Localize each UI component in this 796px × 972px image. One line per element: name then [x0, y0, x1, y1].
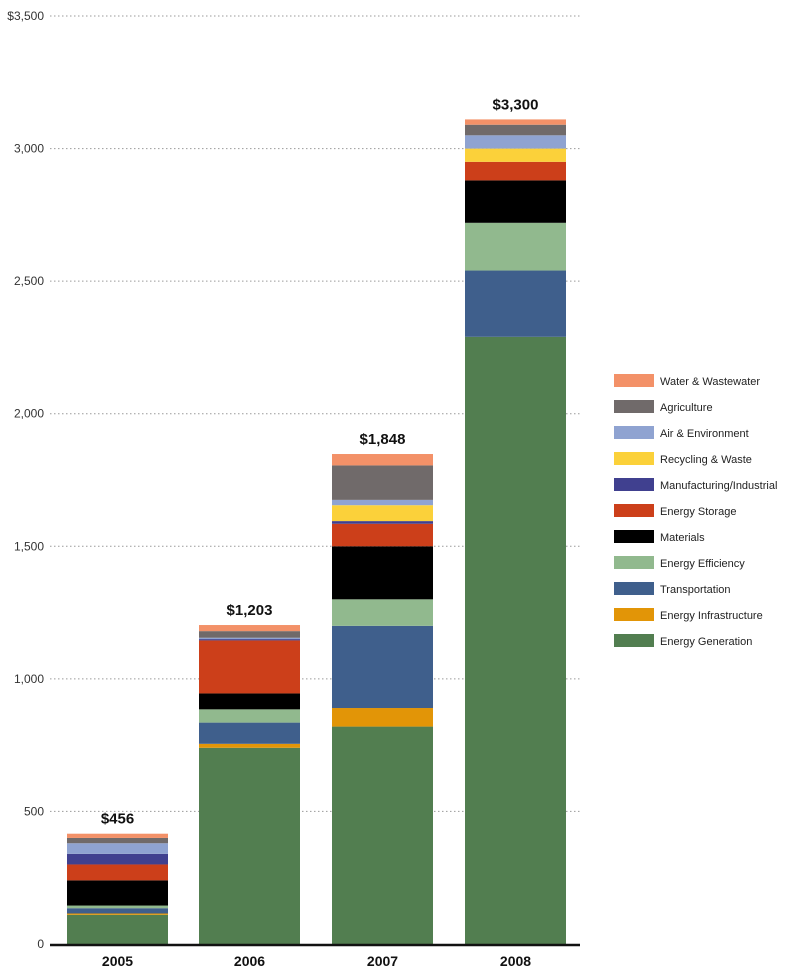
- bar-total-label: $1,203: [227, 602, 273, 619]
- bar-segment: [332, 546, 433, 600]
- bar-segment: [67, 837, 168, 844]
- grid-lines: [50, 15, 580, 812]
- y-tick-label: 0: [37, 937, 44, 951]
- legend-label: Air & Environment: [660, 428, 749, 440]
- legend-swatch: [614, 478, 654, 491]
- bar-totals: $456 $1,203 $1,848 $3,300: [101, 96, 539, 827]
- bar-segment: [465, 119, 566, 125]
- bar-segment: [332, 499, 433, 506]
- legend-label: Agriculture: [660, 402, 713, 414]
- legend-swatch: [614, 504, 654, 517]
- legend-item: Materials: [614, 530, 705, 544]
- bar-segment: [465, 148, 566, 162]
- bar-segment: [67, 880, 168, 906]
- bar-segment: [199, 625, 300, 632]
- x-tick-label: 2007: [367, 953, 398, 969]
- bar-segment: [199, 637, 300, 640]
- bar-segment: [67, 843, 168, 854]
- legend-label: Energy Infrastructure: [660, 610, 763, 622]
- bars: [67, 119, 566, 944]
- bar-segment: [465, 180, 566, 223]
- y-tick-label: 1,000: [14, 672, 44, 686]
- legend-swatch: [614, 556, 654, 569]
- bar-segment: [67, 914, 168, 944]
- bar-segment: [199, 631, 300, 638]
- bar-segment: [332, 599, 433, 626]
- bar-segment: [199, 709, 300, 723]
- x-axis: 2005 2006 2007 2008: [50, 943, 580, 969]
- legend-swatch: [614, 530, 654, 543]
- legend-item: Manufacturing/Industrial: [614, 478, 777, 492]
- bar-segment: [67, 853, 168, 865]
- legend-label: Transportation: [660, 584, 731, 596]
- y-tick-label: 1,500: [14, 539, 44, 553]
- legend-swatch: [614, 374, 654, 387]
- bar-segment: [332, 505, 433, 522]
- bar-segment: [465, 270, 566, 337]
- y-tick-label: 500: [24, 804, 44, 818]
- bar-total-label: $1,848: [360, 431, 406, 448]
- bar-segment: [332, 708, 433, 727]
- bar-segment: [465, 135, 566, 149]
- legend-swatch: [614, 426, 654, 439]
- y-tick-label: 3,000: [14, 142, 44, 156]
- x-tick-label: 2005: [102, 953, 133, 969]
- bar-segment: [465, 124, 566, 136]
- x-tick-label: 2006: [234, 953, 265, 969]
- bar-segment: [67, 905, 168, 909]
- y-axis: 0 500 1,000 1,500 2,000 2,500 3,000 $3,500: [7, 9, 44, 951]
- legend: Water & Wastewater Agriculture Air & Envir…: [614, 374, 777, 648]
- bar-total-label: $456: [101, 811, 134, 828]
- legend-item: Recycling & Waste: [614, 452, 752, 466]
- legend-label: Recycling & Waste: [660, 454, 752, 466]
- bar-segment: [332, 454, 433, 466]
- bar-segment: [199, 722, 300, 744]
- x-tick-label: 2008: [500, 953, 531, 969]
- legend-item: Energy Storage: [614, 504, 736, 518]
- bar-segment: [332, 523, 433, 547]
- legend-swatch: [614, 634, 654, 647]
- legend-item: Energy Generation: [614, 634, 752, 648]
- bar-segment: [332, 726, 433, 944]
- bar-segment: [199, 743, 300, 748]
- bar-total-label: $3,300: [493, 96, 539, 113]
- legend-item: Agriculture: [614, 400, 713, 414]
- bar-segment: [332, 521, 433, 524]
- bar-segment: [332, 465, 433, 500]
- legend-label: Manufacturing/Industrial: [660, 480, 777, 492]
- legend-swatch: [614, 608, 654, 621]
- bar-segment: [67, 833, 168, 838]
- bar-segment: [67, 908, 168, 914]
- legend-item: Energy Infrastructure: [614, 608, 763, 622]
- y-tick-label: 2,000: [14, 407, 44, 421]
- y-tick-label: 2,500: [14, 274, 44, 288]
- y-tick-label: $3,500: [7, 9, 44, 23]
- bar-segment: [199, 747, 300, 944]
- legend-item: Air & Environment: [614, 426, 749, 440]
- bar-segment: [199, 693, 300, 710]
- bar-segment: [465, 161, 566, 181]
- legend-item: Transportation: [614, 582, 731, 596]
- legend-item: Water & Wastewater: [614, 374, 760, 388]
- legend-label: Energy Generation: [660, 636, 752, 648]
- bar-segment: [199, 639, 300, 641]
- legend-label: Materials: [660, 532, 705, 544]
- legend-label: Energy Storage: [660, 506, 736, 518]
- bar-segment: [67, 864, 168, 881]
- bar-segment: [199, 640, 300, 694]
- legend-label: Water & Wastewater: [660, 376, 760, 388]
- bar-segment: [67, 913, 168, 915]
- legend-swatch: [614, 452, 654, 465]
- bar-segment: [332, 625, 433, 709]
- legend-swatch: [614, 582, 654, 595]
- legend-label: Energy Efficiency: [660, 558, 745, 570]
- bar-segment: [465, 222, 566, 271]
- bar-segment: [465, 336, 566, 944]
- legend-swatch: [614, 400, 654, 413]
- legend-item: Energy Efficiency: [614, 556, 745, 570]
